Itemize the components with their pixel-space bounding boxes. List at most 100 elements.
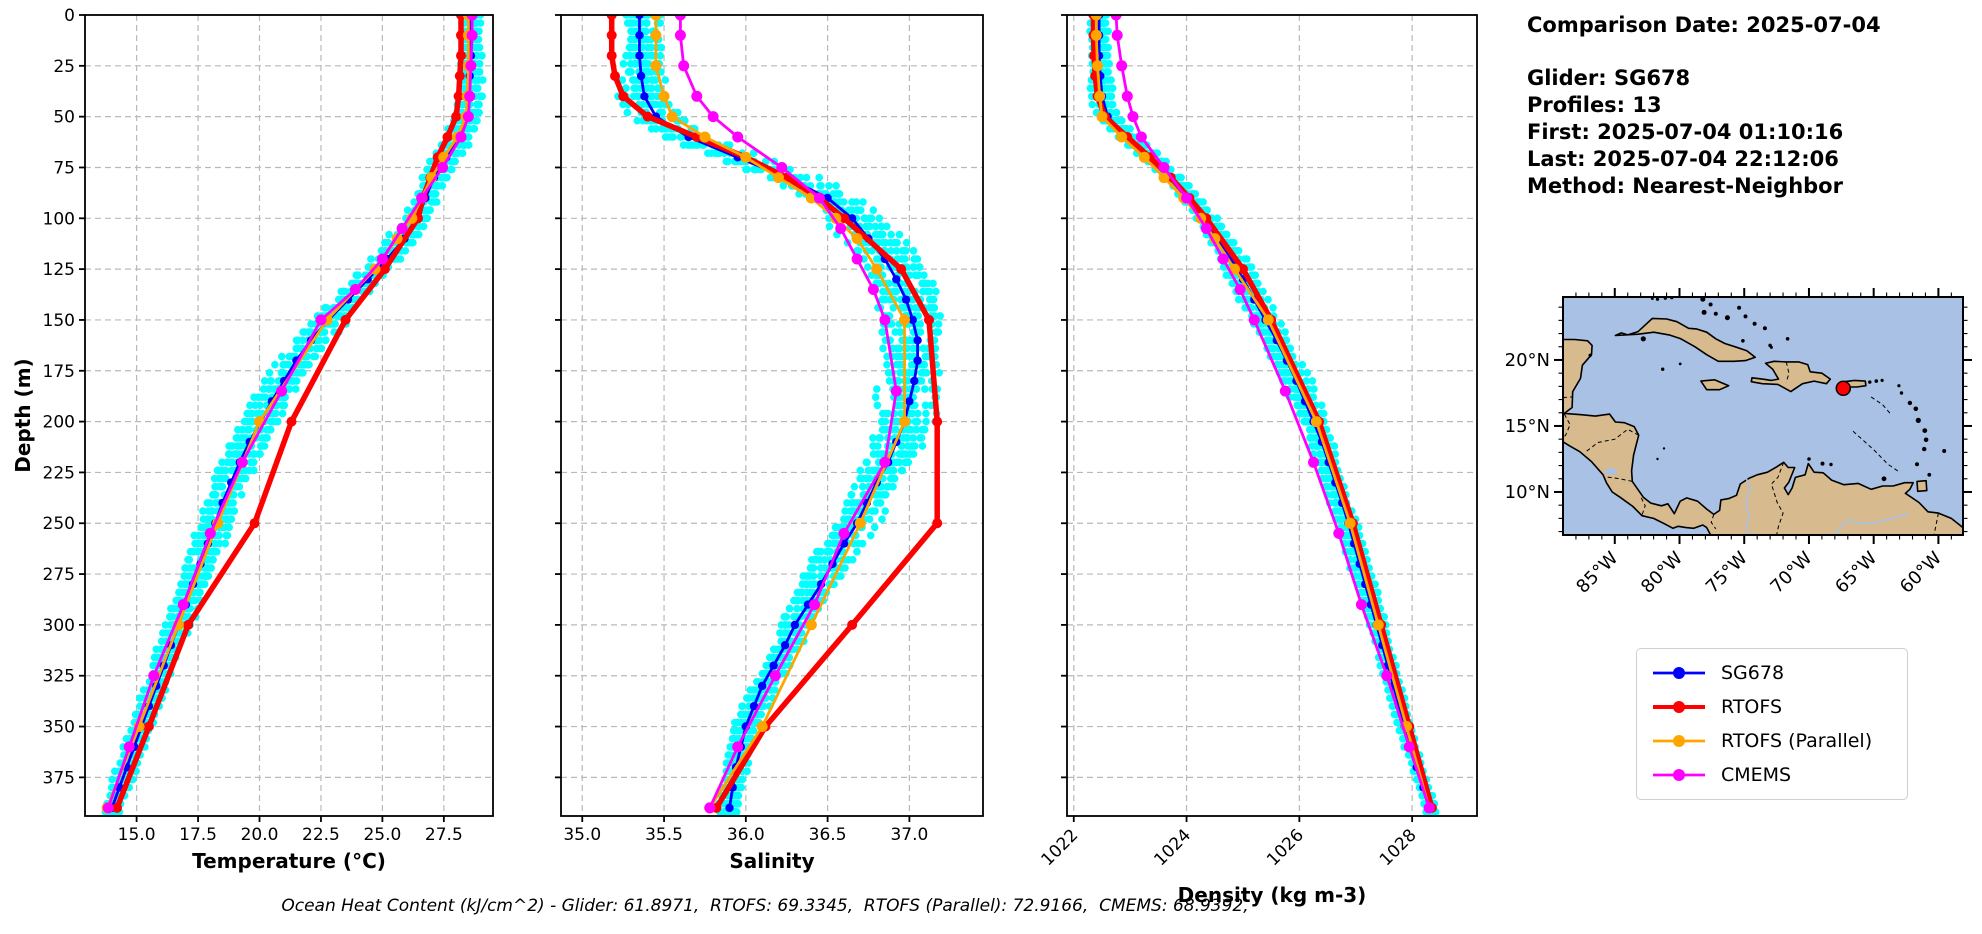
y-tick-label: 300 xyxy=(43,616,75,636)
series-marker xyxy=(776,162,788,173)
temperature-chart: 15.0 17.5 20.0 22.5 25.0 27.5 0 25 50 75 100 125 150… xyxy=(11,6,494,873)
series-marker xyxy=(635,51,644,60)
temperature-axis-label: Temperature (°C) xyxy=(192,849,386,873)
series-marker xyxy=(707,111,719,123)
series-marker xyxy=(437,162,449,173)
legend-line-sample xyxy=(1653,701,1705,713)
series-marker xyxy=(618,91,629,102)
ocean-heat-content-caption: Ocean Heat Content (kJ/cm^2) - Glider: 6… xyxy=(281,896,1249,916)
series-marker xyxy=(674,29,686,41)
y-tick-label: 275 xyxy=(43,565,75,585)
series-marker xyxy=(1181,192,1193,204)
method: Method: Nearest-Neighbor xyxy=(1527,174,1843,198)
island xyxy=(1829,462,1833,467)
series-marker xyxy=(462,111,474,123)
x-tick-label: 25.0 xyxy=(363,825,401,845)
island xyxy=(1897,384,1901,388)
x-tick-label: 1024 xyxy=(1150,825,1195,870)
series-marker xyxy=(1217,253,1229,265)
legend: SG678 RTOFS RTOFS (Parallel) CMEMS xyxy=(1636,648,1908,800)
x-tick-label: 17.5 xyxy=(179,825,217,845)
map-lat-label: 20°N xyxy=(1505,350,1550,371)
series-marker xyxy=(756,721,768,732)
island xyxy=(1807,457,1811,461)
series-marker xyxy=(913,356,922,365)
series-marker xyxy=(871,263,883,275)
series-marker xyxy=(236,456,248,468)
density-chart: 1022 1024 1026 1028 Density (kg m-3) xyxy=(1038,14,1478,907)
boundary-line xyxy=(1770,462,1785,535)
x-tick-label: 36.0 xyxy=(727,825,765,845)
caribbean-map: 85°W 80°W 75°W 70°W 65°W 60°W 20°N 15°N 10°N xyxy=(1505,288,1972,598)
series-marker xyxy=(932,518,943,529)
series-marker xyxy=(650,29,662,41)
island xyxy=(1713,311,1718,316)
series-marker xyxy=(867,284,879,295)
series-marker xyxy=(674,15,686,21)
legend-item-sg678: SG678 xyxy=(1651,656,1893,690)
island xyxy=(1743,314,1748,319)
island xyxy=(1724,315,1730,321)
series-marker xyxy=(838,527,850,539)
x-tick-label: 22.5 xyxy=(302,825,340,845)
series-marker xyxy=(1138,151,1150,163)
cuba xyxy=(1614,317,1756,363)
glider-location-marker xyxy=(1835,380,1852,397)
boundary-line xyxy=(1870,396,1893,416)
y-tick-label: 325 xyxy=(43,667,75,687)
series-marker xyxy=(769,670,781,682)
metadata-block: Comparison Date: 2025-07-04 Glider: SG67… xyxy=(1527,12,1881,200)
series-marker xyxy=(1423,802,1435,814)
series-marker xyxy=(376,253,388,265)
map-lat-label: 10°N xyxy=(1505,482,1550,503)
series-marker xyxy=(678,60,690,72)
series-marker xyxy=(892,275,901,284)
y-tick-label: 125 xyxy=(43,260,75,280)
y-tick-label: 350 xyxy=(43,718,75,738)
series-marker xyxy=(773,172,784,184)
series-marker xyxy=(1090,15,1102,21)
series-marker xyxy=(183,619,194,630)
series-marker xyxy=(1121,90,1133,102)
legend-line-sample xyxy=(1653,667,1705,679)
island xyxy=(1820,461,1825,466)
y-tick-label: 100 xyxy=(43,209,75,229)
series-marker xyxy=(1279,385,1291,397)
series-marker xyxy=(780,641,790,650)
series-marker xyxy=(658,90,670,102)
series-marker xyxy=(769,661,778,670)
island xyxy=(1880,378,1884,382)
series-marker xyxy=(1127,111,1139,123)
mainland xyxy=(1563,338,1963,535)
series-marker xyxy=(1096,111,1108,123)
series-marker xyxy=(1403,741,1415,753)
island xyxy=(1874,379,1879,383)
series-marker xyxy=(1355,599,1367,611)
series-marker xyxy=(851,233,863,245)
glider-id: Glider: SG678 xyxy=(1527,66,1691,90)
series-marker xyxy=(606,15,617,20)
series-marker xyxy=(835,223,847,234)
series-marker xyxy=(1116,131,1128,143)
series-marker xyxy=(442,132,453,142)
trinidad xyxy=(1916,479,1928,493)
legend-label: RTOFS (Parallel) xyxy=(1721,730,1873,752)
last-profile-time: Last: 2025-07-04 22:12:06 xyxy=(1527,147,1839,171)
river xyxy=(1744,477,1751,535)
x-tick-label: 1028 xyxy=(1376,825,1421,870)
series-marker xyxy=(650,60,662,72)
island xyxy=(1922,446,1927,452)
island xyxy=(1655,297,1660,301)
density-axis-label: Density (kg m-3) xyxy=(1178,883,1367,907)
depth-axis-label: Depth (m) xyxy=(11,358,35,472)
hispaniola xyxy=(1750,360,1832,393)
island xyxy=(1588,353,1592,357)
island xyxy=(1899,391,1904,395)
map-lon-label: 85°W xyxy=(1572,548,1622,598)
series-marker xyxy=(790,620,800,630)
series-cmems-line xyxy=(1114,15,1431,809)
series-marker xyxy=(1234,284,1246,295)
legend-label: RTOFS xyxy=(1721,696,1783,718)
island xyxy=(1915,462,1919,467)
